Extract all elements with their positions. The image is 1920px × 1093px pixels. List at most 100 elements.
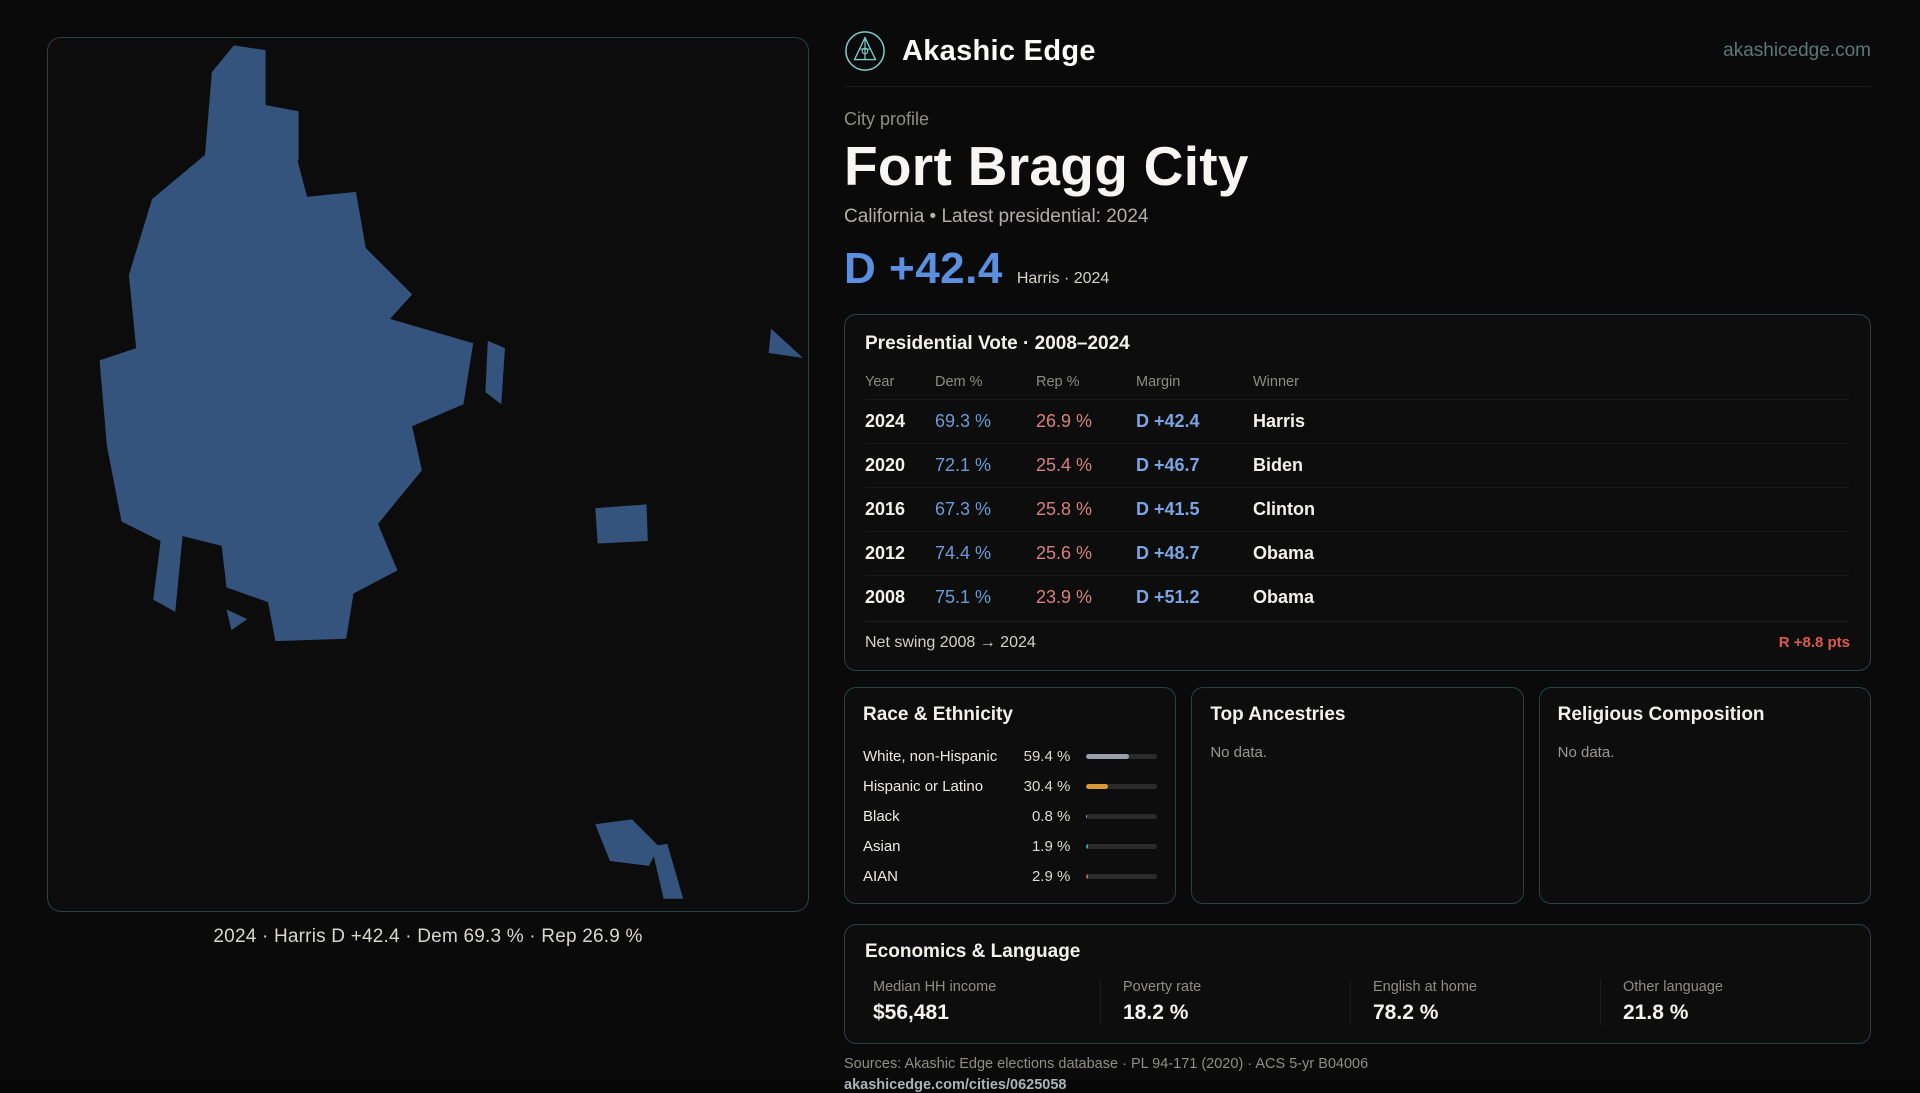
winner-cell: Harris bbox=[1253, 410, 1306, 431]
race-value: 1.9 % bbox=[1031, 838, 1071, 856]
stat-value: $56,481 bbox=[873, 1000, 949, 1024]
ancestries-panel-title: Top Ancestries bbox=[1210, 703, 1346, 725]
col-year: Year bbox=[865, 373, 895, 390]
map-shape-east-triangle bbox=[768, 328, 803, 358]
year-cell: 2020 bbox=[865, 454, 906, 475]
race-label: Hispanic or Latino bbox=[863, 778, 984, 796]
map-shape-sliver bbox=[485, 340, 505, 405]
col-rep: Rep % bbox=[1036, 373, 1080, 390]
net-swing-label: Net swing 2008 → 2024 bbox=[865, 633, 1036, 651]
footer: Sources: Akashic Edge elections database… bbox=[844, 1056, 1871, 1093]
brand-domain-link[interactable]: akashicedge.com bbox=[1723, 40, 1871, 61]
vote-table-panel: Presidential Vote · 2008–2024 Year Dem %… bbox=[844, 313, 1871, 671]
map-shape-notch bbox=[226, 609, 248, 631]
dem-cell: 67.3 % bbox=[935, 498, 992, 519]
map-column: 2024 · Harris D +42.4 · Dem 69.3 % · Rep… bbox=[47, 37, 809, 948]
map-shape-south-sliver bbox=[651, 843, 684, 899]
map-shape-top bbox=[204, 45, 299, 203]
race-bar bbox=[1086, 814, 1158, 820]
race-bar bbox=[1086, 874, 1158, 880]
col-margin: Margin bbox=[1136, 373, 1181, 390]
stat-label: Median HH income bbox=[873, 978, 997, 995]
race-label: AIAN bbox=[863, 868, 899, 886]
margin-cell: D +41.5 bbox=[1136, 498, 1200, 519]
table-row: 2020 72.1 % 25.4 % D +46.7 Biden bbox=[865, 442, 1850, 487]
race-row: Black 0.8 % bbox=[863, 802, 1158, 832]
profile-subtitle: California • Latest presidential: 2024 bbox=[844, 205, 1149, 227]
map-shape-south bbox=[595, 819, 659, 866]
stat-value: 78.2 % bbox=[1373, 1000, 1439, 1024]
col-winner: Winner bbox=[1253, 373, 1299, 390]
economics-panel-title: Economics & Language bbox=[865, 940, 1081, 962]
headline-margin: D +42.4 bbox=[844, 243, 1003, 293]
race-label: Asian bbox=[863, 838, 901, 856]
stat-english-at-home: English at home 78.2 % bbox=[1350, 978, 1600, 1025]
year-cell: 2012 bbox=[865, 542, 906, 563]
table-row: 2016 67.3 % 25.8 % D +41.5 Clinton bbox=[865, 486, 1850, 531]
stat-label: Poverty rate bbox=[1123, 978, 1202, 995]
year-cell: 2024 bbox=[865, 410, 906, 431]
stat-value: 18.2 % bbox=[1123, 1000, 1189, 1024]
race-value: 2.9 % bbox=[1031, 868, 1071, 886]
stat-label: English at home bbox=[1373, 978, 1477, 995]
winner-cell: Obama bbox=[1253, 586, 1315, 607]
year-cell: 2008 bbox=[865, 586, 906, 607]
demographics-row: Race & Ethnicity White, non-Hispanic 59.… bbox=[844, 686, 1871, 904]
profile-column: Akashic Edge akashicedge.com City profil… bbox=[844, 30, 1871, 1093]
table-row: 2012 74.4 % 25.6 % D +48.7 Obama bbox=[865, 530, 1850, 575]
race-rows: White, non-Hispanic 59.4 % Hispanic or L… bbox=[863, 742, 1158, 892]
race-row: Asian 1.9 % bbox=[863, 832, 1158, 862]
religious-composition-panel: Religious Composition No data. bbox=[1538, 686, 1871, 904]
stat-other-language: Other language 21.8 % bbox=[1600, 978, 1850, 1025]
race-label: Black bbox=[863, 808, 900, 826]
economics-stats: Median HH income $56,481 Poverty rate 18… bbox=[865, 978, 1850, 1025]
brand-logo-icon bbox=[845, 31, 885, 71]
header: Akashic Edge akashicedge.com bbox=[844, 30, 1871, 87]
rep-cell: 25.6 % bbox=[1036, 542, 1093, 563]
race-row: AIAN 2.9 % bbox=[863, 862, 1158, 892]
brand-name: Akashic Edge bbox=[902, 34, 1096, 67]
religion-panel-title: Religious Composition bbox=[1557, 703, 1765, 725]
race-bar bbox=[1086, 754, 1158, 760]
race-bar bbox=[1086, 784, 1158, 790]
rep-cell: 25.4 % bbox=[1036, 454, 1093, 475]
col-dem: Dem % bbox=[935, 373, 983, 390]
stat-poverty-rate: Poverty rate 18.2 % bbox=[1100, 978, 1350, 1025]
race-bar bbox=[1086, 844, 1158, 850]
net-swing-value: R +8.8 pts bbox=[1778, 634, 1850, 652]
margin-cell: D +48.7 bbox=[1136, 542, 1200, 563]
race-row: White, non-Hispanic 59.4 % bbox=[863, 742, 1158, 772]
top-ancestries-panel: Top Ancestries No data. bbox=[1191, 686, 1524, 904]
margin-cell: D +51.2 bbox=[1136, 586, 1200, 607]
map-caption: 2024 · Harris D +42.4 · Dem 69.3 % · Rep… bbox=[213, 926, 643, 947]
dem-cell: 75.1 % bbox=[935, 586, 992, 607]
permalink[interactable]: akashicedge.com/cities/0625058 bbox=[844, 1076, 1067, 1093]
economics-panel: Economics & Language Median HH income $5… bbox=[844, 923, 1871, 1044]
race-row: Hispanic or Latino 30.4 % bbox=[863, 772, 1158, 802]
ancestries-no-data: No data. bbox=[1210, 743, 1268, 761]
race-panel-title: Race & Ethnicity bbox=[863, 703, 1013, 725]
map-shape-main bbox=[99, 155, 474, 642]
winner-cell: Obama bbox=[1253, 542, 1315, 563]
sources-line: Sources: Akashic Edge elections database… bbox=[844, 1055, 1369, 1072]
net-swing-row: Net swing 2008 → 2024 R +8.8 pts bbox=[865, 620, 1850, 658]
vote-table: Year Dem % Rep % Margin Winner 2024 69.3… bbox=[865, 365, 1850, 619]
winner-cell: Clinton bbox=[1253, 498, 1315, 519]
page-title: Fort Bragg City bbox=[844, 135, 1249, 197]
headline: D +42.4 Harris · 2024 bbox=[844, 244, 1871, 294]
rep-cell: 25.8 % bbox=[1036, 498, 1093, 519]
profile-kicker: City profile bbox=[844, 109, 930, 129]
vote-table-title: Presidential Vote · 2008–2024 bbox=[865, 332, 1130, 354]
race-ethnicity-panel: Race & Ethnicity White, non-Hispanic 59.… bbox=[844, 686, 1177, 904]
vote-table-header: Year Dem % Rep % Margin Winner bbox=[865, 365, 1850, 399]
map-shape-rect bbox=[595, 504, 648, 544]
dem-cell: 72.1 % bbox=[935, 454, 992, 475]
race-value: 30.4 % bbox=[1023, 778, 1071, 796]
headline-note: Harris · 2024 bbox=[1016, 269, 1110, 287]
race-value: 0.8 % bbox=[1031, 808, 1071, 826]
table-row: 2024 69.3 % 26.9 % D +42.4 Harris bbox=[865, 398, 1850, 443]
margin-cell: D +42.4 bbox=[1136, 410, 1200, 431]
margin-cell: D +46.7 bbox=[1136, 454, 1200, 475]
rep-cell: 23.9 % bbox=[1036, 586, 1093, 607]
